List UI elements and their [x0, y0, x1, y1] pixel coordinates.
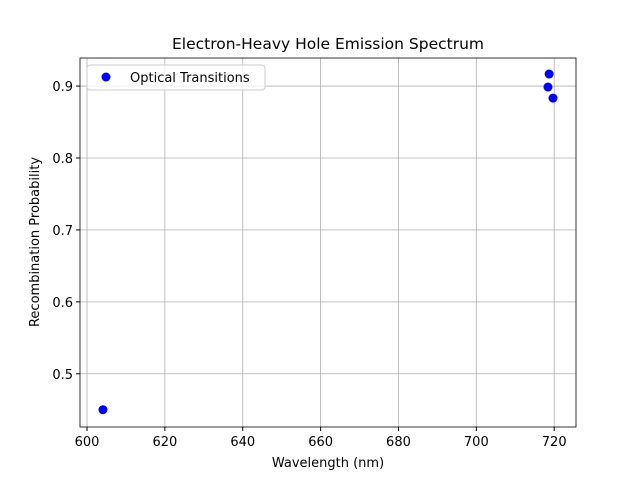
y-tick-label: 0.5 — [52, 368, 73, 383]
x-tick-label: 640 — [230, 435, 255, 450]
x-tick-label: 600 — [75, 435, 100, 450]
point — [543, 82, 553, 92]
x-axis-label: Wavelength (nm) — [272, 456, 384, 471]
point — [98, 405, 108, 415]
legend-marker — [101, 72, 111, 82]
legend: Optical Transitions — [86, 64, 266, 91]
x-tick-label: 660 — [308, 435, 333, 450]
plot-frame — [79, 57, 577, 428]
x-tick-label: 680 — [386, 435, 411, 450]
y-axis-label: Recombination Probability — [28, 157, 43, 327]
x-tick-label: 720 — [542, 435, 567, 450]
point — [544, 69, 554, 79]
chart-title: Electron-Heavy Hole Emission Spectrum — [172, 35, 484, 53]
y-tick-label: 0.9 — [52, 80, 73, 95]
point — [548, 93, 558, 103]
x-tick-label: 620 — [152, 435, 177, 450]
y-tick-label: 0.6 — [52, 296, 73, 311]
legend-label: Optical Transitions — [130, 71, 250, 86]
y-tick-label: 0.7 — [52, 224, 73, 239]
y-tick-label: 0.8 — [52, 152, 73, 167]
x-tick-label: 700 — [464, 435, 489, 450]
legend-frame — [86, 64, 266, 91]
